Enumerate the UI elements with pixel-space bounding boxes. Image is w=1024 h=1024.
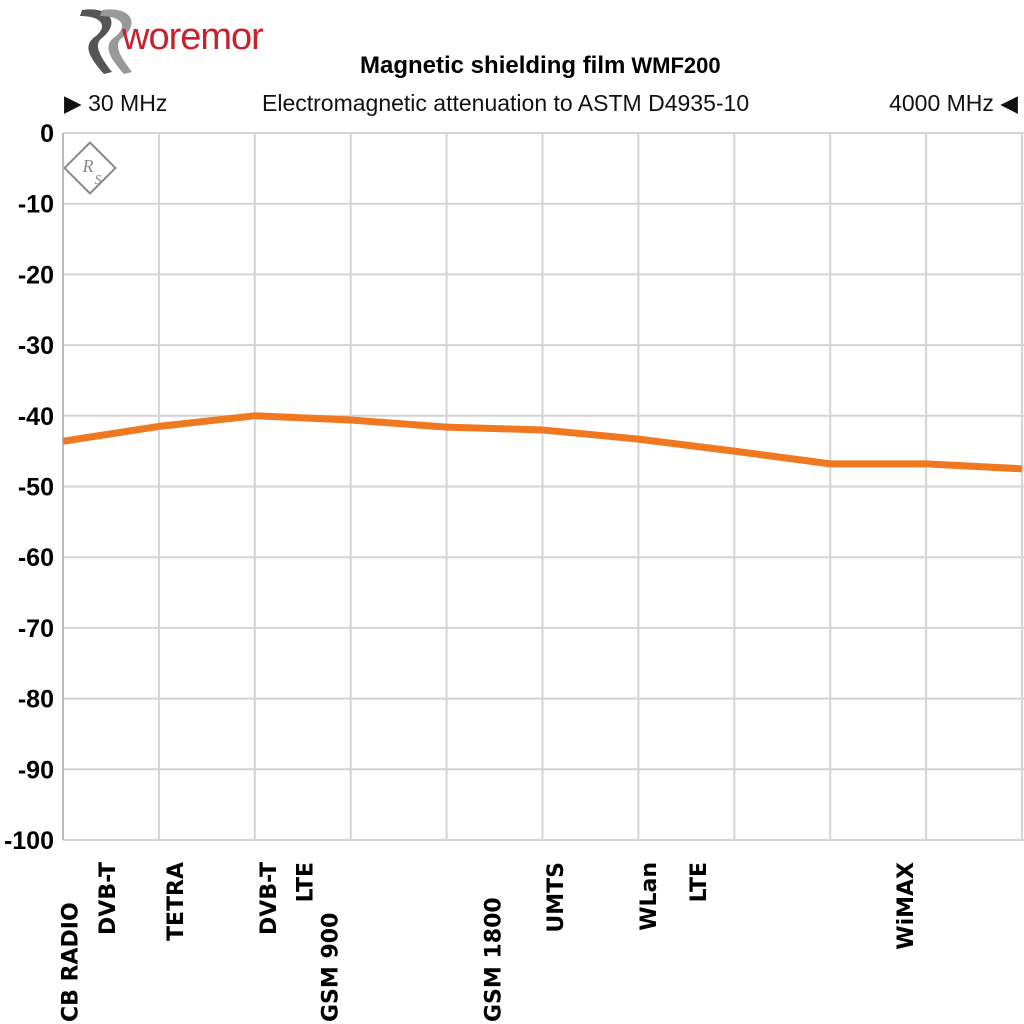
y-tick-label: -70 — [18, 615, 54, 643]
triangle-left-icon: ◀ — [993, 90, 1018, 116]
band-label: WLan — [637, 862, 662, 931]
brand-logo — [80, 9, 132, 74]
y-tick-label: -100 — [4, 827, 54, 855]
band-label: LTE — [687, 862, 712, 902]
y-tick-label: -60 — [18, 544, 54, 572]
band-label: CB RADIO — [59, 902, 84, 1022]
y-tick-label: -50 — [18, 474, 54, 502]
svg-text:R: R — [82, 156, 94, 176]
band-label: TETRA — [164, 862, 189, 941]
band-label: DVB-T — [257, 862, 282, 935]
y-tick-label: -90 — [18, 756, 54, 784]
y-axis: 0 -10 -20 -30 -40 -50 -60 -70 -80 -90 -100 — [4, 120, 54, 855]
triangle-right-icon: ▶ — [64, 90, 89, 116]
brand-name: woremor — [122, 16, 264, 58]
grid — [62, 132, 1024, 841]
range-end-label: 4000 MHz — [889, 90, 994, 116]
series — [62, 412, 1023, 473]
y-tick-label: -40 — [18, 403, 54, 431]
y-tick-label: 0 — [40, 120, 54, 148]
svg-text:S: S — [95, 173, 102, 188]
range-end: 4000 MHz ◀ — [889, 90, 1018, 117]
y-tick-label: -20 — [18, 261, 54, 289]
range-start-label: 30 MHz — [88, 90, 168, 116]
band-label: GSM 1800 — [482, 897, 507, 1022]
y-tick-label: -30 — [18, 332, 54, 360]
rs-watermark: R S — [63, 141, 117, 195]
y-tick-label: -80 — [18, 686, 54, 714]
band-label: WiMAX — [894, 862, 919, 950]
band-label: LTE — [294, 862, 319, 902]
title-text: Magnetic shielding film — [360, 52, 626, 79]
band-label: GSM 900 — [319, 913, 344, 1022]
chart-title: Magnetic shielding film WMF200 — [360, 52, 721, 80]
band-label: DVB-T — [96, 862, 121, 935]
chart-subtitle: Electromagnetic attenuation to ASTM D493… — [262, 90, 750, 116]
range-start: ▶ 30 MHz — [64, 90, 167, 117]
model-name: WMF200 — [631, 53, 721, 78]
y-tick-label: -10 — [18, 191, 54, 219]
band-label: UMTS — [544, 862, 569, 933]
